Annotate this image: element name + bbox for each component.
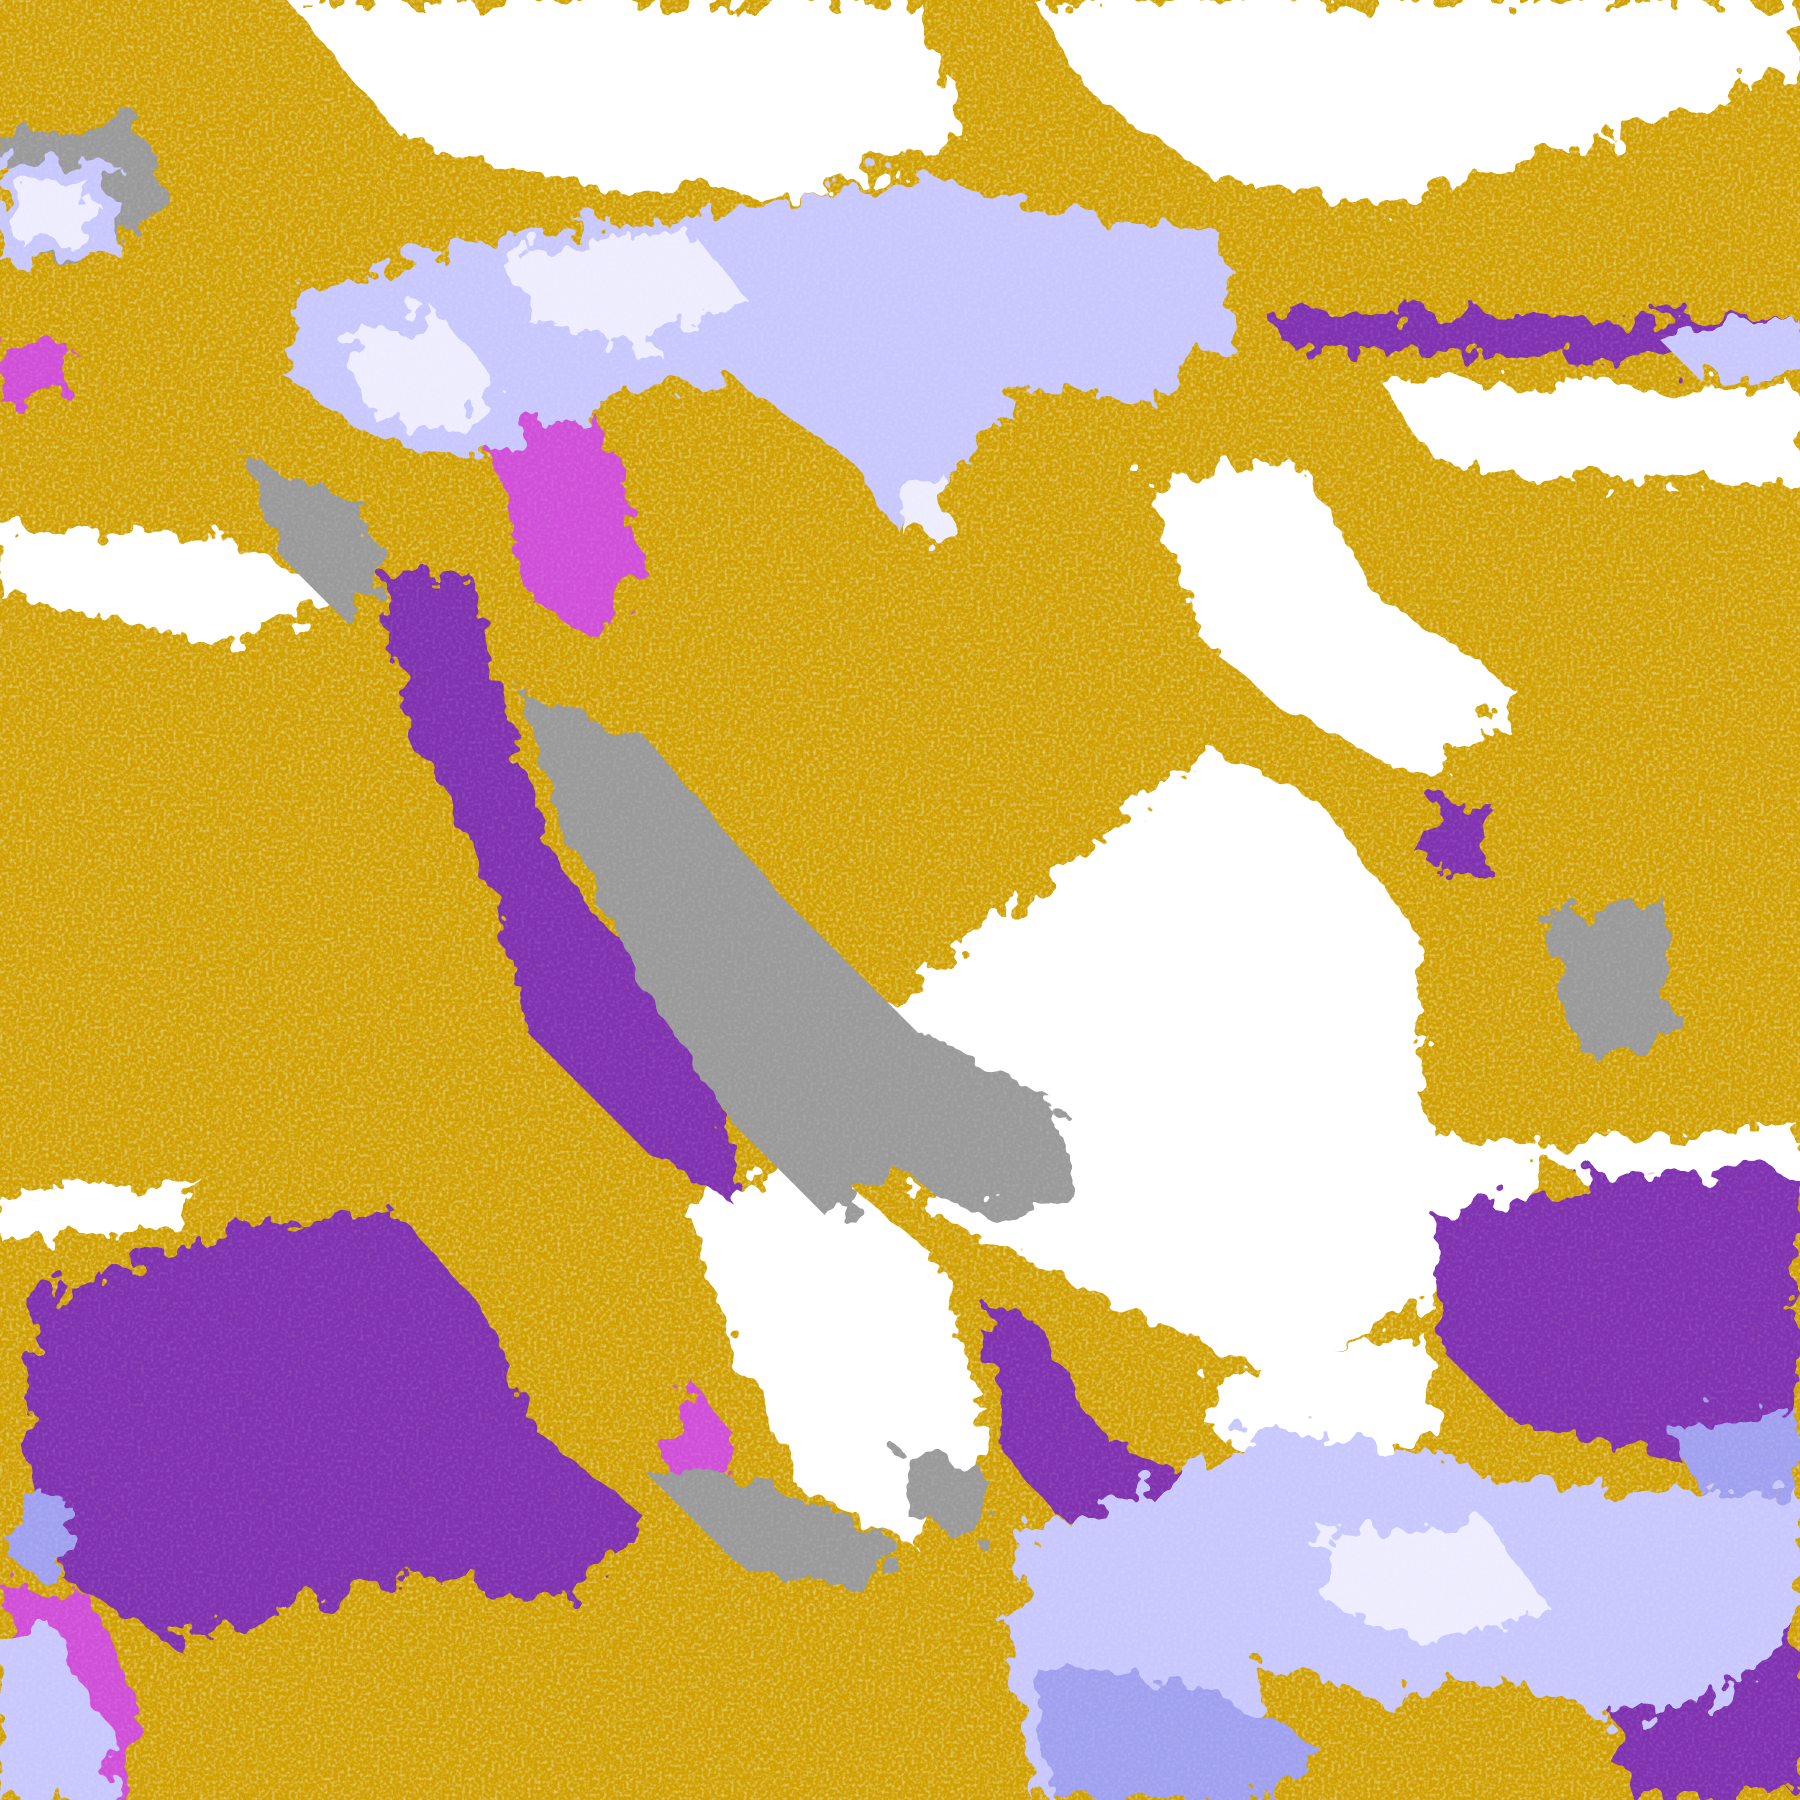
texture-overlay	[0, 0, 1800, 1800]
satellite-image	[0, 0, 1800, 1800]
